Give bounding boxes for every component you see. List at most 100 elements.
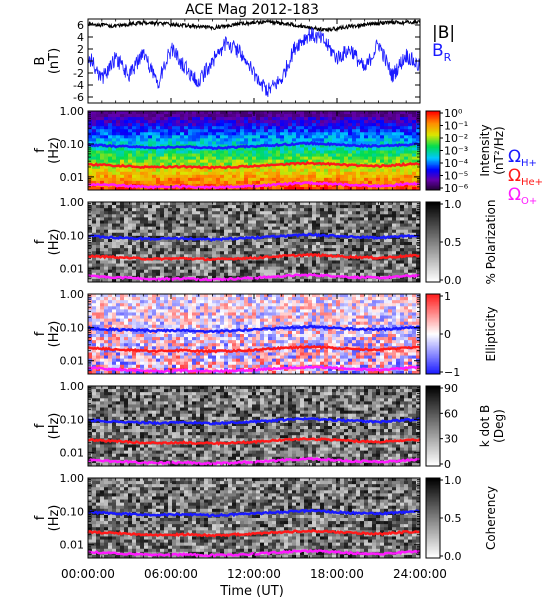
freq-tick-label: 0.01 bbox=[60, 171, 85, 184]
y-tick-label: 4 bbox=[77, 31, 84, 44]
colorbar-tick-label: 0.0 bbox=[444, 274, 462, 287]
x-tick-label: 12:00:00 bbox=[227, 567, 281, 581]
colorbar-label: Ellipticity bbox=[484, 307, 498, 362]
y-axis-label-freq: f (Hz) bbox=[33, 413, 62, 440]
y-axis-label-freq: f (Hz) bbox=[33, 321, 62, 348]
colorbar-tick-label: 60 bbox=[444, 407, 458, 420]
x-tick-label: 18:00:00 bbox=[310, 567, 364, 581]
y-axis-label-freq-unit: (Hz) bbox=[47, 229, 62, 256]
y-axis-label-freq-text: f bbox=[33, 423, 48, 428]
colorbar-tick-label: 0 bbox=[444, 328, 451, 341]
freq-tick-label: 0.01 bbox=[60, 447, 85, 460]
y-axis-label-freq-text: f bbox=[33, 515, 48, 520]
colorbar-tick-label: 10⁻⁶ bbox=[444, 182, 469, 195]
colorbar-tick-label: 10⁻² bbox=[444, 132, 468, 145]
y-axis-label-freq-unit: (Hz) bbox=[47, 413, 62, 440]
colorbar-tick-label: 10⁻³ bbox=[444, 145, 468, 158]
legend-omega-o-plus: ΩO+ bbox=[508, 185, 537, 207]
colorbar-tick-label: 10⁰ bbox=[444, 107, 463, 120]
colorbar-tick-label: 10⁻¹ bbox=[444, 120, 468, 133]
freq-tick-label: 0.10 bbox=[60, 413, 85, 426]
cyclotron-line-he-plus bbox=[87, 528, 421, 538]
cyclotron-line-h-plus bbox=[87, 508, 421, 518]
legend-b-radial: BR bbox=[432, 41, 452, 64]
y-axis-label-freq: f (Hz) bbox=[33, 229, 62, 256]
freq-tick-label: 0.01 bbox=[60, 263, 85, 276]
y-tick-label: 0 bbox=[77, 55, 84, 68]
x-tick-label: 24:00:00 bbox=[393, 567, 447, 581]
freq-tick-label: 1.00 bbox=[60, 105, 85, 118]
freq-tick-label: 0.01 bbox=[60, 355, 85, 368]
y-axis-label-freq: f (Hz) bbox=[33, 505, 62, 532]
panel-3: 1.00 0.10 0.01 f (Hz) 1.0 0.5 0.0 % Polarization bbox=[33, 196, 498, 287]
colorbar-4: 1 0 −1 Ellipticity bbox=[425, 290, 498, 379]
colorbar-label: % Polarization bbox=[484, 200, 498, 285]
colorbar-label: Coherency bbox=[484, 486, 498, 550]
y-tick-label: -6 bbox=[73, 91, 84, 104]
colorbar-tick-label: 30 bbox=[444, 433, 458, 446]
y-axis-label-freq-text: f bbox=[33, 331, 48, 336]
colorbar-tick-label: 1.0 bbox=[444, 198, 462, 211]
colorbar-tick-label: 1.0 bbox=[444, 474, 462, 487]
cyclotron-line-he-plus bbox=[87, 344, 421, 354]
y-axis-label-b-unit: (nT) bbox=[47, 48, 62, 74]
freq-tick-label: 0.01 bbox=[60, 539, 85, 552]
colorbar-tick-label: 90 bbox=[444, 382, 458, 395]
y-tick-label: -2 bbox=[73, 67, 84, 80]
y-axis-label-freq-unit: (Hz) bbox=[47, 321, 62, 348]
y-axis-label-freq-text: f bbox=[33, 239, 48, 244]
colorbar-tick-label: 0.5 bbox=[444, 512, 462, 525]
y-axis-label-freq-unit: (Hz) bbox=[47, 505, 62, 532]
colorbar-tick-label: 0 bbox=[444, 458, 451, 471]
y-tick-label: 2 bbox=[77, 43, 84, 56]
colorbar-label: Intensity bbox=[478, 124, 492, 176]
y-axis-label-b-text: B bbox=[33, 57, 48, 66]
y-tick-label: -4 bbox=[73, 79, 84, 92]
colorbar-unit: (Deg) bbox=[492, 409, 506, 443]
chart-title: ACE Mag 2012-183 bbox=[185, 2, 319, 18]
freq-tick-label: 0.10 bbox=[60, 505, 85, 518]
x-axis-label: Time (UT) bbox=[219, 584, 284, 599]
panel-2: 1.00 0.10 0.01 f (Hz) 10⁰10⁻¹10⁻²10⁻³10⁻⁴10⁻⁵… bbox=[33, 105, 543, 207]
colorbar-tick-label: −1 bbox=[444, 366, 460, 379]
y-axis-label-freq: f (Hz) bbox=[33, 137, 62, 164]
colorbar-3: 1.0 0.5 0.0 % Polarization bbox=[425, 198, 498, 287]
colorbar-tick-label: 10⁻⁴ bbox=[444, 157, 469, 170]
y-axis-label-freq-text: f bbox=[33, 148, 48, 153]
freq-tick-label: 0.10 bbox=[60, 321, 85, 334]
x-tick-label: 00:00:00 bbox=[61, 567, 115, 581]
colorbar-tick-label: 10⁻⁵ bbox=[444, 170, 468, 183]
panel-6: 1.00 0.10 0.01 f (Hz) 1.0 0.5 0.0 Coherency bbox=[33, 472, 498, 563]
y-tick-label: 6 bbox=[77, 19, 84, 32]
freq-tick-label: 1.00 bbox=[60, 472, 85, 485]
colorbar-label: k dot B bbox=[478, 405, 492, 447]
freq-tick-label: 1.00 bbox=[60, 196, 85, 209]
colorbar-tick-label: 0.0 bbox=[444, 550, 462, 563]
colorbar-6: 1.0 0.5 0.0 Coherency bbox=[425, 474, 498, 563]
freq-tick-label: 0.10 bbox=[60, 138, 85, 151]
colorbar-5: 90 60 30 0 k dot B (Deg) bbox=[425, 382, 506, 471]
y-axis-label-freq-unit: (Hz) bbox=[47, 137, 62, 164]
y-axis-label-b: B (nT) bbox=[33, 48, 62, 74]
colorbar-unit: (nT²/Hz) bbox=[492, 126, 506, 174]
freq-tick-label: 0.10 bbox=[60, 229, 85, 242]
panel-5: 1.00 0.10 0.01 f (Hz) 90 60 30 0 k dot B (Deg) bbox=[33, 380, 506, 471]
panel-4: 1.00 0.10 0.01 f (Hz) 1 0 −1 Ellipticity bbox=[33, 288, 498, 379]
freq-tick-label: 1.00 bbox=[60, 288, 85, 301]
legend-b-magnitude: |B| bbox=[432, 23, 455, 43]
colorbar-tick-label: 0.5 bbox=[444, 236, 462, 249]
cyclotron-line-h-plus bbox=[87, 324, 421, 334]
x-tick-label: 06:00:00 bbox=[144, 567, 198, 581]
cyclotron-line-he-plus bbox=[87, 160, 421, 170]
cyclotron-line-h-plus bbox=[87, 232, 421, 242]
series-line-b-radial bbox=[87, 27, 421, 98]
freq-tick-label: 1.00 bbox=[60, 380, 85, 393]
colorbar-tick-label: 1 bbox=[444, 290, 451, 303]
cyclotron-line-h-plus bbox=[87, 416, 421, 426]
cyclotron-line-he-plus bbox=[87, 252, 421, 262]
cyclotron-line-h-plus bbox=[87, 140, 421, 151]
cyclotron-line-he-plus bbox=[87, 437, 421, 446]
